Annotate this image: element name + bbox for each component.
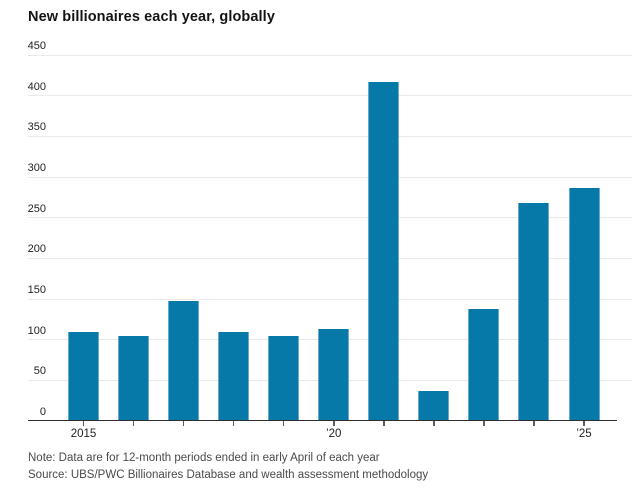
y-axis-tick-label-0: 0 — [39, 406, 46, 418]
x-axis-tick-2025 — [583, 421, 585, 426]
y-axis-tick-label-100: 100 — [27, 324, 46, 337]
bar-2025[interactable] — [568, 187, 600, 421]
x-axis-tick-2019 — [282, 421, 285, 426]
gridline-350 — [28, 135, 632, 137]
y-axis-tick-label-450: 450 — [27, 40, 46, 52]
x-axis-label-0: 2015 — [70, 428, 97, 440]
y-axis-tick-label-50: 50 — [33, 365, 46, 378]
gridline-150 — [28, 298, 632, 300]
bar-2023[interactable] — [468, 308, 500, 421]
x-axis-tick-2016 — [132, 421, 135, 426]
bar-2020[interactable] — [318, 329, 350, 421]
bar-2021[interactable] — [368, 81, 400, 421]
x-axis-label-10: ’25 — [576, 428, 592, 440]
x-axis-tick-2024 — [533, 421, 535, 426]
x-axis-tick-2023 — [483, 421, 485, 426]
gridline-200 — [28, 257, 632, 259]
x-axis-tick-2015 — [82, 421, 85, 426]
bar-2015[interactable] — [68, 331, 99, 421]
bar-2017[interactable] — [168, 301, 200, 421]
gridline-250 — [28, 217, 632, 219]
bar-2024[interactable] — [518, 203, 550, 421]
x-axis-line — [28, 419, 617, 421]
x-axis-tick-2017 — [182, 421, 185, 426]
bar-2022[interactable] — [418, 390, 450, 421]
source-text: Source: UBS/PWC Billionaires Database an… — [28, 469, 429, 481]
y-axis-tick-label-250: 250 — [27, 202, 46, 215]
y-axis-tick-label-300: 300 — [27, 162, 46, 174]
x-axis-tick-2020 — [333, 421, 335, 426]
gridline-300 — [28, 176, 632, 178]
y-axis-tick-label-150: 150 — [27, 284, 46, 296]
x-axis-tick-2022 — [433, 421, 435, 426]
y-axis-tick-label-200: 200 — [27, 243, 46, 256]
gridline-400 — [28, 95, 632, 97]
x-axis-label-5: ’20 — [326, 428, 342, 440]
gridline-450 — [28, 54, 632, 56]
x-axis-tick-2018 — [232, 421, 235, 426]
y-axis-tick-label-400: 400 — [27, 80, 46, 93]
bar-2016[interactable] — [118, 335, 150, 421]
bar-2019[interactable] — [268, 335, 300, 421]
x-axis-tick-2021 — [383, 421, 385, 426]
note-text: Note: Data are for 12-month periods ende… — [28, 452, 380, 464]
chart-title: New billionaires each year, globally — [28, 9, 275, 25]
bar-2018[interactable] — [218, 331, 250, 421]
y-axis-tick-label-350: 350 — [27, 121, 46, 134]
chart-footer: Note: Data are for 12-month periods ende… — [28, 450, 428, 484]
